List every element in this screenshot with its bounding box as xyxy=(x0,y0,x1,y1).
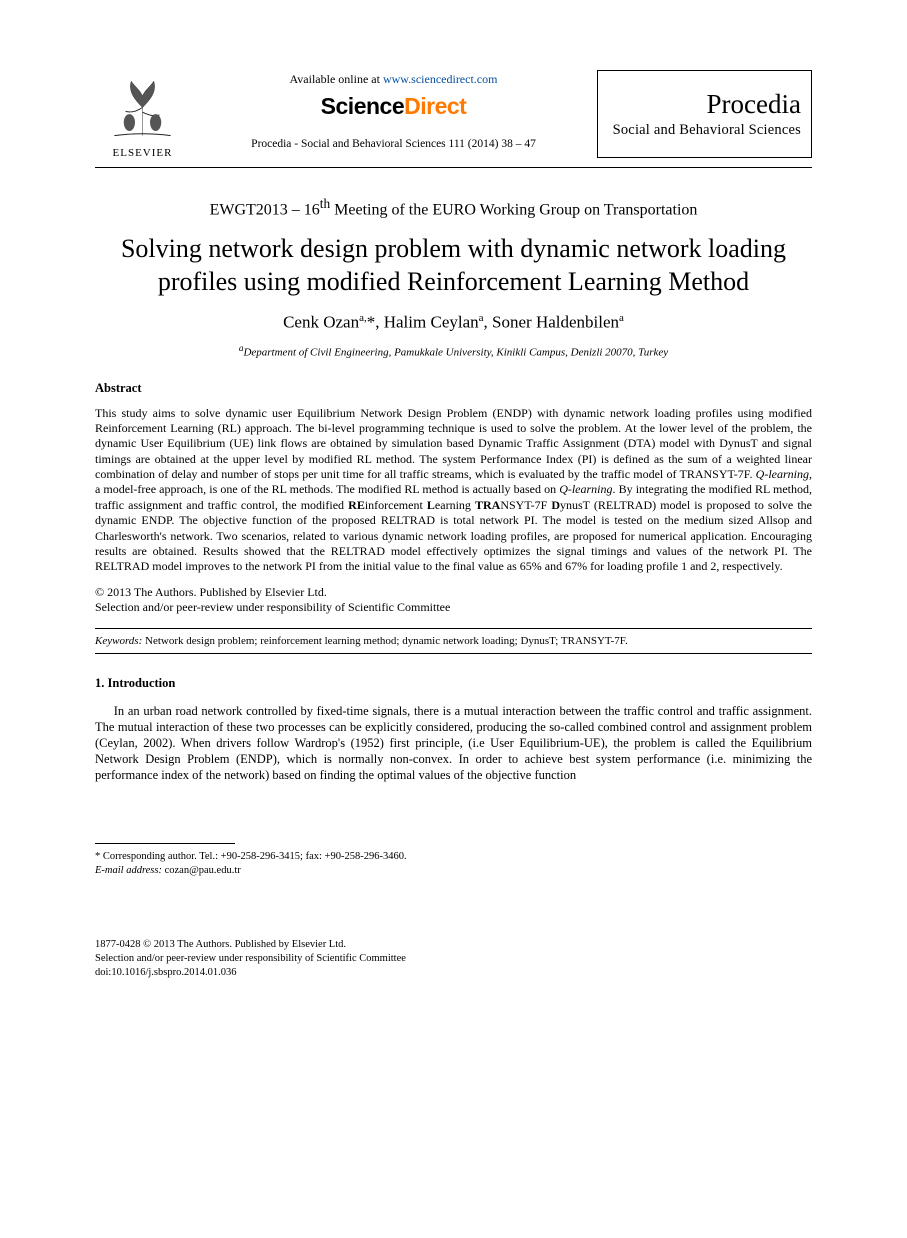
footnote-rule xyxy=(95,843,235,844)
copyright-line1: © 2013 The Authors. Published by Elsevie… xyxy=(95,585,327,599)
keywords-body: Network design problem; reinforcement le… xyxy=(142,635,627,647)
header-center: Available online at www.sciencedirect.co… xyxy=(190,70,597,150)
paper-page: ELSEVIER Available online at www.science… xyxy=(0,0,907,1031)
sciencedirect-word-a: Science xyxy=(321,93,404,119)
journal-reference: Procedia - Social and Behavioral Science… xyxy=(190,138,597,150)
keywords-line: Keywords: Network design problem; reinfo… xyxy=(95,628,812,654)
section-1-heading: 1. Introduction xyxy=(95,676,812,691)
footnote-email: cozan@pau.edu.tr xyxy=(162,865,241,876)
procedia-subtitle: Social and Behavioral Sciences xyxy=(608,122,801,139)
conference-line: EWGT2013 – 16th Meeting of the EURO Work… xyxy=(95,196,812,219)
sciencedirect-link[interactable]: www.sciencedirect.com xyxy=(383,72,498,86)
procedia-title: Procedia xyxy=(608,91,801,118)
elsevier-logo-block: ELSEVIER xyxy=(95,70,190,159)
copyright-line2: Selection and/or peer-review under respo… xyxy=(95,600,450,614)
page-footer: 1877-0428 © 2013 The Authors. Published … xyxy=(95,938,812,981)
sciencedirect-word-b: Direct xyxy=(404,93,466,119)
footnote-email-label: E-mail address: xyxy=(95,865,162,876)
corresponding-author-footnote: * Corresponding author. Tel.: +90-258-29… xyxy=(95,850,812,878)
available-online-text: Available online at www.sciencedirect.co… xyxy=(190,72,597,87)
elsevier-tree-icon xyxy=(105,70,180,145)
elsevier-label: ELSEVIER xyxy=(113,147,173,159)
abstract-heading: Abstract xyxy=(95,381,812,396)
header-rule xyxy=(95,167,812,168)
footer-line2: Selection and/or peer-review under respo… xyxy=(95,953,406,964)
keywords-label: Keywords: xyxy=(95,635,142,647)
available-prefix: Available online at xyxy=(290,72,383,86)
authors-line: Cenk Ozana,*, Halim Ceylana, Soner Halde… xyxy=(95,312,812,333)
procedia-box: Procedia Social and Behavioral Sciences xyxy=(597,70,812,158)
introduction-paragraph: In an urban road network controlled by f… xyxy=(95,703,812,783)
footer-line1: 1877-0428 © 2013 The Authors. Published … xyxy=(95,939,346,950)
copyright-block: © 2013 The Authors. Published by Elsevie… xyxy=(95,585,812,616)
sciencedirect-logo: ScienceDirect xyxy=(190,93,597,120)
publisher-header: ELSEVIER Available online at www.science… xyxy=(95,70,812,159)
footnote-corresponding: * Corresponding author. Tel.: +90-258-29… xyxy=(95,851,407,862)
affiliation-line: aDepartment of Civil Engineering, Pamukk… xyxy=(95,343,812,359)
paper-title: Solving network design problem with dyna… xyxy=(95,233,812,298)
footer-doi: doi:10.1016/j.sbspro.2014.01.036 xyxy=(95,967,236,978)
abstract-body: This study aims to solve dynamic user Eq… xyxy=(95,406,812,575)
